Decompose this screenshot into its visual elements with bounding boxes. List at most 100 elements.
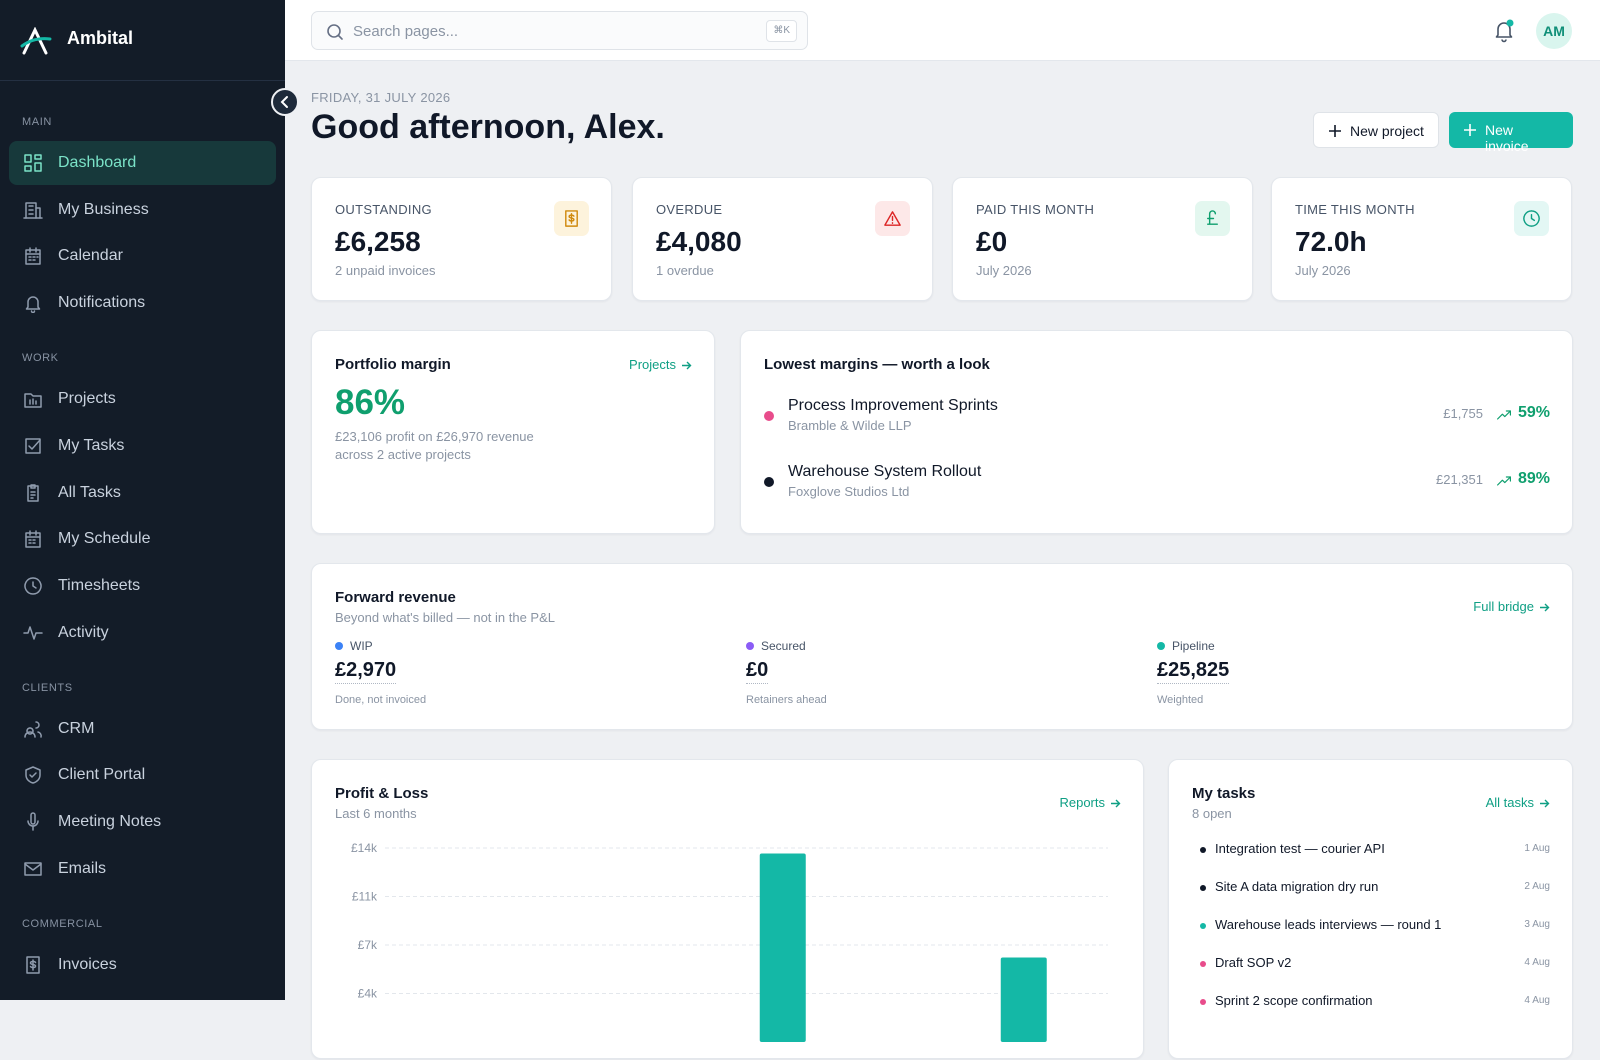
lowest-margins-card: Lowest margins — worth a look Process Im… xyxy=(740,330,1573,534)
kpi-icon-glyph xyxy=(1523,210,1540,227)
search-placeholder: Search pages... xyxy=(353,23,459,40)
nav-item[interactable]: All Tasks xyxy=(9,471,276,515)
project-dot xyxy=(764,477,774,487)
icon-stroke xyxy=(29,772,37,779)
kpi-value: 72.0h xyxy=(1295,226,1367,257)
nav-item[interactable]: Dashboard xyxy=(9,141,276,185)
nav-label: CRM xyxy=(58,719,95,737)
full-bridge-link[interactable]: Full bridge xyxy=(1473,599,1550,614)
nav-label: My Schedule xyxy=(58,530,151,548)
icon-stroke xyxy=(25,296,41,310)
nav-item[interactable]: My Schedule xyxy=(9,517,276,561)
icon-stroke xyxy=(30,812,36,825)
new-invoice-button[interactable]: New invoice xyxy=(1449,112,1573,154)
nav-item[interactable]: Notifications xyxy=(9,281,276,325)
kpi-icon-glyph xyxy=(1207,210,1218,225)
icon-stroke xyxy=(35,206,41,219)
nav-item[interactable]: My Tasks xyxy=(9,424,276,468)
plus-icon xyxy=(1329,125,1341,137)
nav-section-label: CLIENTS xyxy=(22,681,73,694)
nav-item[interactable]: Client Portal xyxy=(9,753,276,797)
notifications-button[interactable] xyxy=(1492,19,1516,43)
project-name[interactable]: Warehouse System Rollout xyxy=(788,463,982,480)
project-name[interactable]: Process Improvement Sprints xyxy=(788,397,998,414)
task-text[interactable]: Draft SOP v2 xyxy=(1215,955,1292,970)
nav-item[interactable]: Meeting Notes xyxy=(9,800,276,844)
revenue-dot xyxy=(746,642,754,650)
profit-loss-card: Profit & Loss Last 6 months Reports £14k… xyxy=(311,759,1144,1059)
nav-label: Meeting Notes xyxy=(58,813,162,830)
icon-stroke xyxy=(565,210,578,227)
portfolio-card: Portfolio margin Projects 86% £23,106 pr… xyxy=(311,330,715,534)
projects-link[interactable]: Projects xyxy=(629,357,692,372)
task-date: 3 Aug xyxy=(1524,919,1550,930)
nav-icon xyxy=(25,766,41,785)
bar xyxy=(759,853,806,1042)
user-avatar[interactable]: AM xyxy=(1536,13,1572,49)
revenue-note: Retainers ahead xyxy=(746,694,827,706)
task-text[interactable]: Sprint 2 scope confirmation xyxy=(1215,993,1373,1008)
icon-stroke xyxy=(25,766,41,785)
revenue-dot xyxy=(335,642,343,650)
card-title: Forward revenue xyxy=(335,589,456,606)
icon-stroke xyxy=(26,726,34,735)
nav-icon xyxy=(27,812,39,831)
tasks-card: My tasks 8 open All tasks Integration te… xyxy=(1168,759,1573,1059)
kpi-card: TIME THIS MONTH 72.0h July 2026 xyxy=(1271,177,1572,301)
icon-stroke xyxy=(25,438,41,454)
task-text[interactable]: Site A data migration dry run xyxy=(1215,879,1379,894)
arrow-icon xyxy=(682,361,692,370)
link-label: Projects xyxy=(629,357,676,372)
nav-item[interactable]: Projects xyxy=(9,377,276,421)
kpi-icon xyxy=(554,201,589,236)
icon-stroke xyxy=(1497,476,1511,486)
y-tick-label: £14k xyxy=(351,841,378,855)
nav-item[interactable]: CRM xyxy=(9,707,276,751)
task-text[interactable]: Integration test — courier API xyxy=(1215,841,1385,856)
task-dot xyxy=(1200,923,1206,929)
kpi-value: £4,080 xyxy=(656,226,742,257)
arrow-icon xyxy=(1540,799,1550,808)
revenue-label: WIP xyxy=(350,639,373,653)
nav-icon xyxy=(25,530,41,548)
icon-stroke xyxy=(1530,213,1536,222)
icon-stroke xyxy=(28,439,41,450)
revenue-value: £25,825 xyxy=(1157,659,1230,684)
icon-stroke xyxy=(30,310,36,314)
kpi-icon-glyph xyxy=(884,211,901,226)
nav-item[interactable]: Calendar xyxy=(9,234,276,278)
nav-icon xyxy=(24,154,42,172)
project-amount: £1,755 xyxy=(1443,406,1483,421)
button-label: New project xyxy=(1350,123,1424,139)
nav-item[interactable]: Invoices xyxy=(9,943,276,987)
collapse-button[interactable] xyxy=(271,88,299,116)
nav-icon xyxy=(25,247,41,266)
icon-stroke xyxy=(24,862,42,871)
new-project-button[interactable]: New project xyxy=(1313,112,1439,148)
card-title: Portfolio margin xyxy=(335,356,451,373)
chart-title: Profit & Loss xyxy=(335,785,429,802)
nav-label: Invoices xyxy=(58,955,117,973)
icon-stroke xyxy=(29,247,37,254)
kpi-note: July 2026 xyxy=(1295,263,1351,278)
icon-stroke xyxy=(24,861,42,876)
all-tasks-link[interactable]: All tasks xyxy=(1486,795,1550,810)
trend-icon xyxy=(1497,476,1511,486)
search-box[interactable]: Search pages... ⌘K xyxy=(311,11,808,50)
nav-icon xyxy=(24,861,42,876)
y-tick-label: £7k xyxy=(358,938,378,952)
task-text[interactable]: Warehouse leads interviews — round 1 xyxy=(1215,917,1442,932)
nav-icon xyxy=(25,438,41,454)
project-dot xyxy=(764,411,774,421)
nav-label: All Tasks xyxy=(58,483,121,501)
nav-item[interactable]: Activity xyxy=(9,611,276,655)
nav-icon xyxy=(27,483,39,502)
brand[interactable]: Ambital xyxy=(0,0,285,81)
nav-item[interactable]: Emails xyxy=(9,847,276,891)
nav-item[interactable]: My Business xyxy=(9,188,276,232)
reports-link[interactable]: Reports xyxy=(1059,795,1121,810)
revenue-label: Secured xyxy=(761,639,806,653)
card-subtitle: Beyond what's billed — not in the P&L xyxy=(335,610,556,625)
nav-item[interactable]: Timesheets xyxy=(9,564,276,608)
y-tick-label: £11k xyxy=(352,890,378,904)
